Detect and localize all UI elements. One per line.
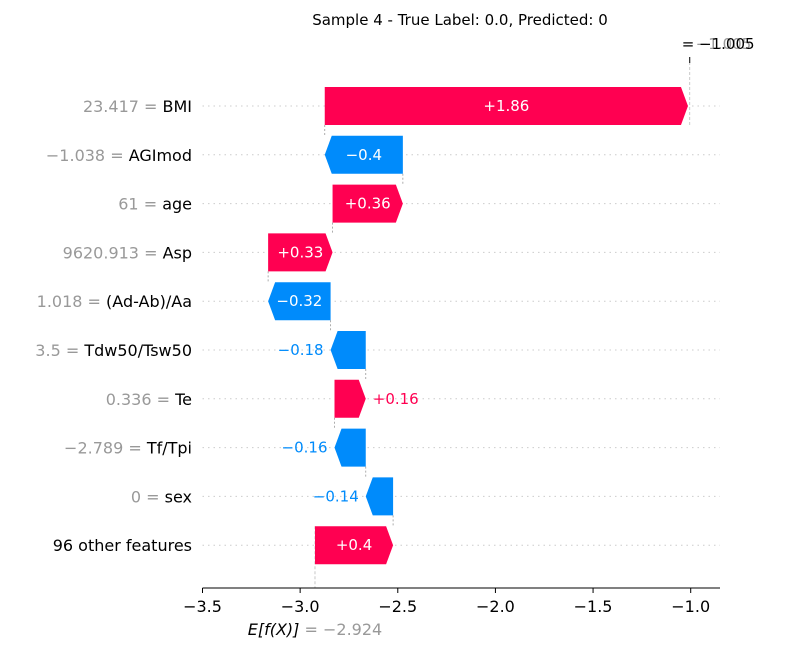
bar-value-label: +0.36 — [345, 195, 391, 213]
bars: +1.86 −0.4 +0.36 +0.33 −0.32 −0.18 +0.16 −0.16 −… — [268, 87, 688, 565]
x-tick-label: −3.5 — [183, 597, 222, 616]
feature-value: −2.789 — [64, 439, 123, 458]
gridlines — [202, 105, 720, 546]
feature-name: sex — [165, 487, 192, 506]
feature-value: −1.038 — [46, 146, 105, 165]
bar-value-label: −0.14 — [313, 487, 359, 505]
x-tick-label: −3.0 — [281, 597, 320, 616]
feature-name: Tdw50/Tsw50 — [83, 341, 192, 360]
feature-label: 96 other features — [53, 536, 192, 555]
feature-value: 3.5 — [35, 341, 60, 360]
positive-shap-bar — [268, 233, 333, 272]
positive-shap-bar — [334, 379, 366, 418]
feature-name: (Ad-Ab)/Aa — [106, 292, 192, 311]
feature-name: AGImod — [129, 146, 192, 165]
chart-title: Sample 4 - True Label: 0.0, Predicted: 0 — [312, 11, 608, 29]
bar-value-label: −0.18 — [278, 341, 324, 359]
bar-value-label: −0.32 — [276, 292, 322, 310]
feature-name: BMI — [163, 97, 193, 116]
feature-value: 1.018 — [37, 292, 83, 311]
bar-value-label: +0.33 — [277, 243, 323, 261]
x-tick-label: −2.5 — [378, 597, 417, 616]
connector-lines — [267, 62, 691, 588]
feature-label: 1.018 = (Ad-Ab)/Aa — [37, 292, 192, 311]
equals-sign: = — [123, 439, 147, 458]
feature-label: 3.5 = Tdw50/Tsw50 — [35, 341, 192, 360]
bar-value-label: −0.4 — [346, 146, 382, 164]
bar-value-label: +1.86 — [483, 97, 529, 115]
feature-label: 0 = sex — [131, 487, 192, 506]
equals-sign: = — [105, 146, 129, 165]
equals-sign: = — [152, 390, 176, 409]
bar-value-label: +0.16 — [373, 390, 419, 408]
feature-value: 9620.913 — [63, 243, 139, 262]
feature-name: Te — [174, 390, 192, 409]
feature-name: age — [162, 195, 192, 214]
output-value-overlap: −1.005 — [696, 35, 752, 53]
positive-shap-bar — [324, 87, 688, 125]
base-value-label: E[f(X)] — [248, 620, 300, 639]
feature-label: 9620.913 = Asp — [63, 243, 192, 262]
x-axis: −3.5 −3.0 −2.5 −2.0 −1.5 −1.0 E[f(X)] = −2.924 — [183, 587, 720, 639]
equals-sign: = — [82, 292, 106, 311]
bar-value-label: −0.16 — [282, 439, 328, 457]
positive-shap-bar — [332, 184, 403, 223]
feature-labels: 23.417 = BMI −1.038 = AGImod 61 = age 9620.… — [35, 97, 192, 555]
x-tick-label: −1.0 — [671, 597, 710, 616]
feature-label: −1.038 = AGImod — [46, 146, 192, 165]
equals-sign: = — [141, 487, 165, 506]
output-axis: −1.005= −1.005 — [682, 35, 755, 63]
feature-name: Tf/Tpi — [146, 439, 192, 458]
feature-value: 0 — [131, 487, 141, 506]
equals-sign: = — [139, 195, 163, 214]
base-value-annotation: E[f(X)] = −2.924 — [248, 620, 382, 639]
feature-label: 23.417 = BMI — [83, 97, 192, 116]
negative-shap-bar — [365, 477, 394, 516]
feature-label: −2.789 = Tf/Tpi — [64, 439, 192, 458]
negative-shap-bar — [330, 331, 366, 369]
x-tick-label: −2.0 — [476, 597, 515, 616]
x-tick-label: −1.5 — [574, 597, 613, 616]
feature-label: 61 = age — [118, 195, 192, 214]
base-value-text: = −2.924 — [299, 620, 382, 639]
output-value-text: = −1.005 — [682, 35, 755, 53]
equals-sign: = — [139, 243, 163, 262]
feature-name: 96 other features — [53, 536, 192, 555]
equals-sign: = — [139, 97, 163, 116]
feature-value: 0.336 — [106, 390, 152, 409]
negative-shap-bar — [324, 135, 403, 174]
negative-shap-bar — [334, 428, 366, 467]
feature-label: 0.336 = Te — [106, 390, 192, 409]
feature-name: Asp — [163, 243, 192, 262]
bar-value-label: +0.4 — [336, 536, 372, 554]
negative-shap-bar — [268, 282, 331, 321]
equals-sign: = — [61, 341, 85, 360]
feature-value: 61 — [118, 195, 138, 214]
positive-shap-bar — [314, 526, 394, 565]
feature-value: 23.417 — [83, 97, 139, 116]
